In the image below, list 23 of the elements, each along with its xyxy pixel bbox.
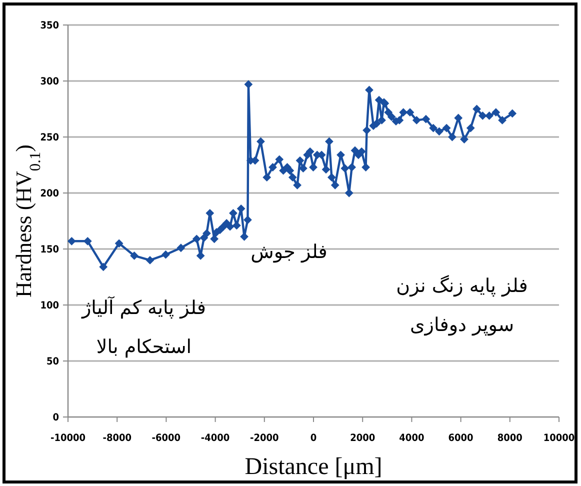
- y-tick-label: 300: [40, 76, 59, 88]
- annotation: فلز جوش: [250, 241, 328, 263]
- annotation: فلز پایه زنگ نزن سوپر دوفازی: [396, 274, 528, 336]
- annotation: فلز پایه کم آلیاژ استحکام بالا: [81, 296, 206, 358]
- x-tick-label: -4000: [200, 433, 230, 444]
- x-tick-label: 0: [310, 433, 317, 444]
- x-tick-label: -2000: [250, 433, 279, 444]
- x-tick-label: 10000: [543, 433, 575, 444]
- x-tick-label: 6000: [448, 433, 474, 444]
- x-tick-label: -8000: [102, 433, 132, 444]
- x-tick-label: -6000: [152, 433, 181, 444]
- y-tick-label: 150: [40, 244, 59, 256]
- y-tick-label: 200: [40, 188, 59, 200]
- x-tick-label: -10000: [50, 433, 86, 444]
- y-tick-label: 350: [40, 20, 59, 32]
- y-tick-label: 0: [52, 412, 59, 424]
- y-tick-label: 50: [46, 356, 59, 368]
- x-axis-title: Distance [μm]: [244, 454, 382, 480]
- x-tick-label: 4000: [399, 433, 424, 444]
- x-tick-label: 2000: [350, 433, 376, 444]
- y-tick-label: 100: [40, 300, 59, 312]
- x-tick-label: 8000: [497, 433, 522, 444]
- y-tick-label: 250: [40, 132, 59, 144]
